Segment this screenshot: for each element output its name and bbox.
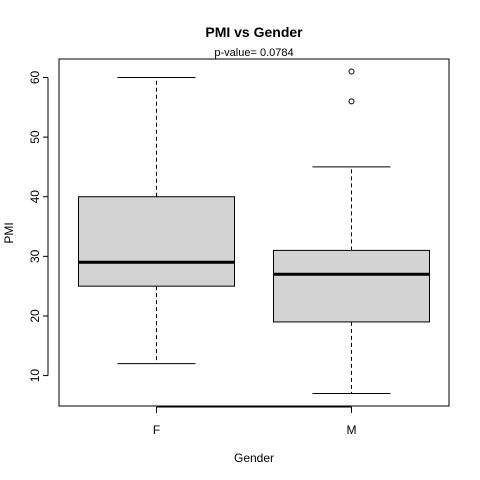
x-tick-label-f: F <box>153 423 160 437</box>
y-tick-label-40: 40 <box>28 190 42 204</box>
y-tick-label-50: 50 <box>28 130 42 144</box>
y-tick-label-20: 20 <box>28 309 42 323</box>
x-axis-label: Gender <box>234 451 274 465</box>
x-tick-label-m: M <box>347 423 357 437</box>
y-tick-label-30: 30 <box>28 249 42 263</box>
box-m <box>273 249 430 323</box>
y-tick-label-10: 10 <box>28 369 42 383</box>
y-axis-label: PMI <box>2 222 16 243</box>
outlier-point-m-2 <box>348 68 355 75</box>
box-group-f <box>78 76 235 365</box>
chart-subtitle: p-value= 0.0784 <box>214 47 293 59</box>
box-group-m <box>273 68 430 394</box>
outlier-point-m-1 <box>348 98 355 105</box>
chart-title: PMI vs Gender <box>205 24 303 40</box>
box-f <box>78 196 235 287</box>
y-tick-label-60: 60 <box>28 70 42 84</box>
boxes-layer <box>78 68 430 394</box>
y-axis: 10 20 30 40 50 60 <box>28 70 49 383</box>
plot-frame <box>58 58 450 407</box>
